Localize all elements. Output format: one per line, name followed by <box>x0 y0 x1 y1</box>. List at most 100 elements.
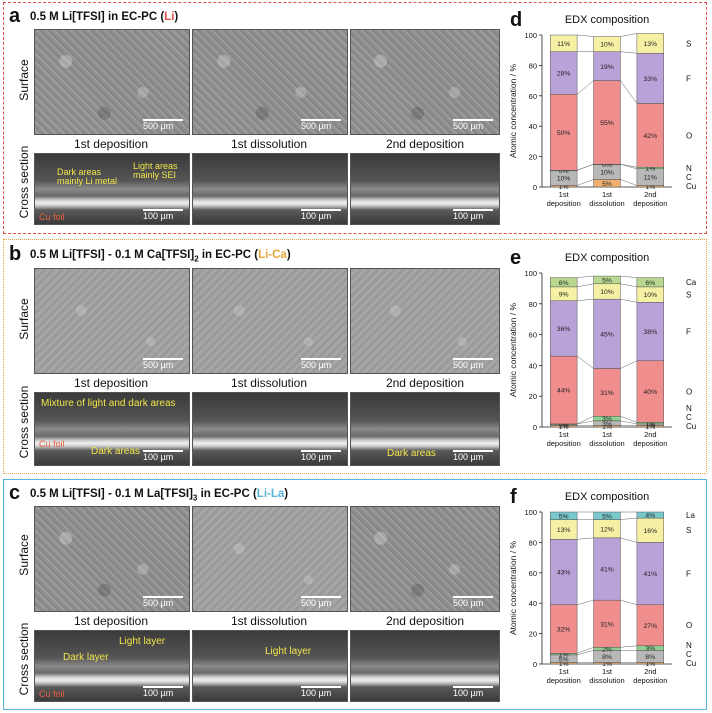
legend-entry: S <box>686 39 691 48</box>
data-label: 1% <box>645 421 655 428</box>
row-label-cross: Cross section <box>17 385 31 459</box>
data-label: 1% <box>559 184 569 191</box>
data-label: 11% <box>557 41 570 48</box>
chart-letter: d <box>510 9 523 31</box>
data-label: 10% <box>600 169 614 176</box>
legend-entry: O <box>686 621 692 630</box>
bar-segment <box>636 33 665 54</box>
sem-cross-1: Light layer Dark layer Cu foil 100 µm <box>34 630 190 702</box>
col-label-2: 1st dissolution <box>230 376 308 390</box>
connector-line <box>620 33 637 37</box>
panel-letter: a <box>9 5 21 27</box>
connector-line <box>620 283 637 288</box>
scale-bar: 100 µm <box>453 209 493 221</box>
data-label: 3% <box>645 646 655 653</box>
connector-line <box>620 298 637 303</box>
x-tick-label: deposition <box>633 199 667 208</box>
data-label: 5% <box>602 278 612 285</box>
col-label-1: 1st deposition <box>73 376 149 390</box>
data-label: 28% <box>557 71 571 78</box>
y-tick-label: 100 <box>524 508 537 517</box>
title-tag: Li <box>164 11 175 23</box>
data-label: 1% <box>559 422 569 429</box>
x-tick-label: 1st <box>602 190 613 199</box>
connector-line <box>620 179 637 186</box>
bar-segment <box>636 511 665 519</box>
connector-line <box>577 283 594 288</box>
col-label-3: 2nd deposition <box>385 614 465 628</box>
x-tick-label: deposition <box>547 676 581 685</box>
connector-line <box>620 537 637 543</box>
scale-bar: 500 µm <box>453 119 493 131</box>
scale-bar: 500 µm <box>301 358 341 370</box>
edx-chart-d: EDX composition Atomic concentration / % 0… <box>508 14 696 208</box>
data-label: 1% <box>559 652 569 659</box>
annotation: Dark areas mainly Li metal <box>57 167 118 186</box>
panel-letter: b <box>9 243 22 265</box>
connector-line <box>620 517 637 520</box>
connector-line <box>576 80 594 95</box>
annotation: Light layer <box>119 636 166 647</box>
annotation: Dark areas <box>91 446 140 457</box>
connector-line <box>620 275 637 278</box>
data-label: 0% <box>559 168 569 175</box>
sem-cross-3: 100 µm <box>350 153 500 225</box>
connector-line <box>577 298 594 301</box>
connector-line <box>620 599 637 605</box>
connector-line <box>620 645 637 648</box>
chart-letter: e <box>510 247 522 269</box>
data-label: 8% <box>602 654 612 661</box>
chart-letter: f <box>510 486 517 508</box>
bar-segment <box>636 52 665 104</box>
annotation: Light areas mainly SEI <box>133 161 178 180</box>
title-sub: 3 <box>192 493 198 503</box>
data-label: 31% <box>600 390 614 397</box>
connector-line <box>577 599 594 605</box>
sem-cross-3: Dark areas 100 µm <box>350 392 500 466</box>
y-tick-label: 40 <box>529 361 537 370</box>
data-label: 41% <box>600 567 614 574</box>
data-label: 33% <box>644 76 658 83</box>
bar-segment <box>593 511 621 520</box>
col-label-1: 1st deposition <box>73 614 149 628</box>
data-label: 5% <box>559 513 569 520</box>
data-label: 1% <box>645 424 655 431</box>
sem-surface-1: 500 µm <box>34 29 190 135</box>
x-tick-label: dissolution <box>589 439 624 448</box>
y-tick-label: 80 <box>529 300 537 309</box>
x-tick-label: 2nd <box>644 190 657 199</box>
data-label: 3% <box>602 416 612 423</box>
legend-entry: Cu <box>686 182 696 191</box>
chart-title: EDX composition <box>565 14 649 26</box>
bar-segment <box>549 604 578 654</box>
legend-entry: F <box>686 328 691 337</box>
legend-entry: S <box>686 526 691 535</box>
data-label: 45% <box>600 331 614 338</box>
title-end: ) <box>284 488 289 500</box>
connector-line <box>620 415 637 423</box>
y-tick-label: 40 <box>529 122 537 131</box>
data-label: 19% <box>600 64 614 71</box>
panel-letter: c <box>9 482 21 504</box>
legend-entry: O <box>686 388 692 397</box>
scale-bar: 100 µm <box>453 686 493 698</box>
row-label-surface: Surface <box>17 59 31 101</box>
connector-line <box>577 34 594 37</box>
data-label: 6% <box>645 280 655 287</box>
cu-foil-label: Cu foil <box>39 439 65 449</box>
legend-entry: N <box>686 404 692 413</box>
connector-line <box>577 275 594 278</box>
data-label: 5% <box>559 656 569 663</box>
y-tick-label: 20 <box>529 630 537 639</box>
annotation: Dark layer <box>63 652 109 663</box>
y-tick-label: 0 <box>533 183 537 192</box>
title-main: 0.5 M Li[TFSI] - 0.1 M Ca[TFSI] <box>30 249 195 261</box>
sem-cross-1: Mixture of light and dark areas Dark are… <box>34 392 190 466</box>
row-label-cross: Cross section <box>17 622 31 696</box>
data-label: 2% <box>602 646 612 653</box>
data-label: 42% <box>644 133 658 140</box>
legend-entry: C <box>686 413 692 422</box>
sem-surface-2: 500 µm <box>192 268 348 374</box>
title-rest: in EC-PC ( <box>198 249 259 261</box>
scale-bar: 100 µm <box>143 686 183 698</box>
